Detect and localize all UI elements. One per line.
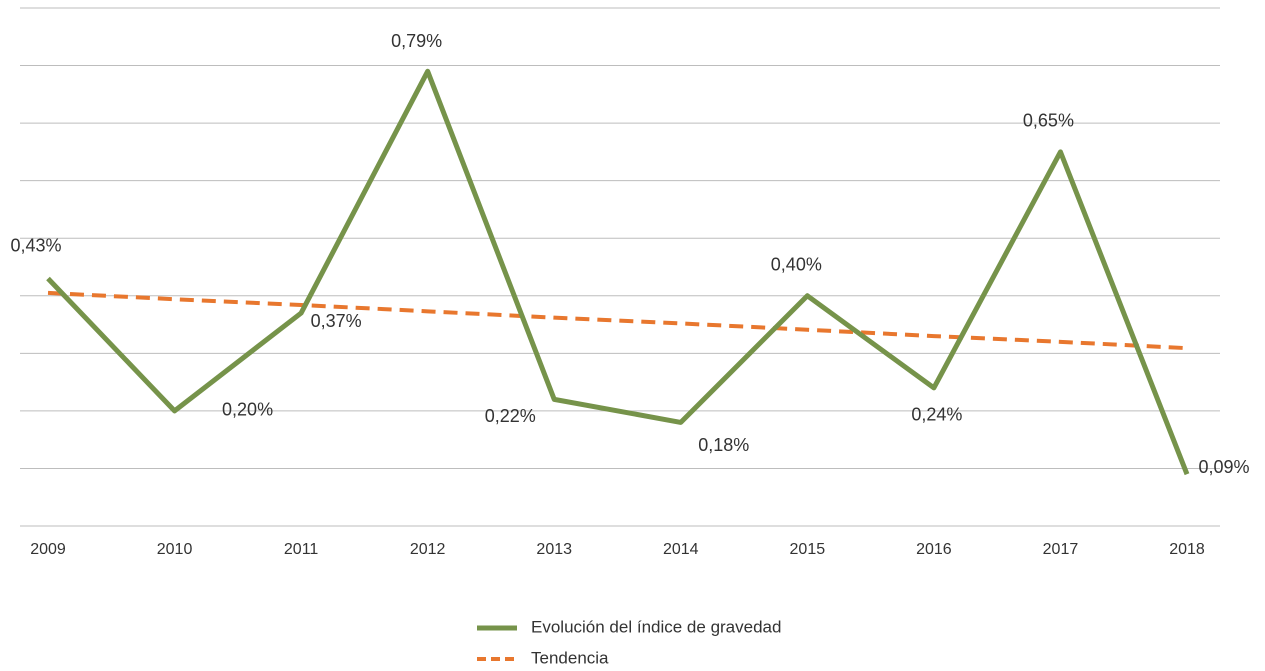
x-tick-label: 2010: [157, 541, 193, 558]
data-label: 0,79%: [391, 31, 442, 51]
legend-label: Tendencia: [531, 648, 609, 667]
data-label: 0,43%: [10, 235, 61, 255]
legend-label: Evolución del índice de gravedad: [531, 617, 781, 636]
data-label: 0,65%: [1023, 111, 1074, 131]
x-tick-label: 2013: [536, 541, 572, 558]
x-tick-label: 2012: [410, 541, 446, 558]
data-label: 0,18%: [698, 435, 749, 455]
data-label: 0,37%: [311, 311, 362, 331]
x-tick-label: 2017: [1043, 541, 1079, 558]
x-tick-label: 2015: [790, 541, 826, 558]
x-tick-label: 2011: [284, 541, 319, 558]
series-line: [47, 290, 1188, 351]
data-label: 0,20%: [222, 400, 273, 420]
data-label: 0,24%: [911, 405, 962, 425]
x-tick-label: 2016: [916, 541, 952, 558]
x-tick-label: 2018: [1169, 541, 1205, 558]
data-label: 0,09%: [1198, 457, 1249, 477]
x-tick-label: 2014: [663, 541, 699, 558]
data-label: 0,22%: [485, 406, 536, 426]
x-tick-label: 2009: [30, 541, 66, 558]
data-label: 0,40%: [771, 255, 822, 275]
series-line: [46, 68, 1190, 476]
